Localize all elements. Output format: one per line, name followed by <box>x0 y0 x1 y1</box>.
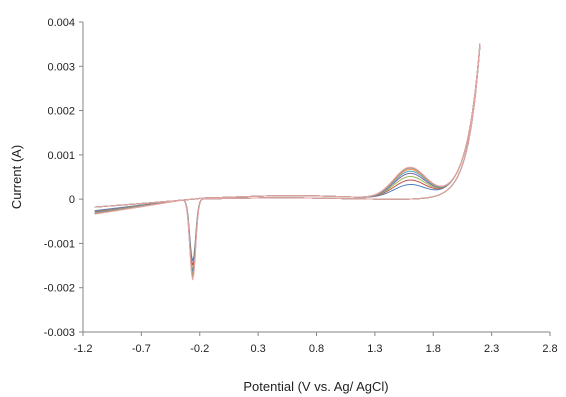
y-axis-title: Current (A) <box>9 145 24 209</box>
voltammogram-series-4 <box>94 43 481 273</box>
voltammogram-series-6 <box>94 43 481 277</box>
voltammogram-series-7 <box>94 43 481 279</box>
x-tick-label: -0.7 <box>132 343 151 355</box>
x-axis-title: Potential (V vs. Ag/ AgCl) <box>243 379 388 394</box>
y-tick-label: -0.003 <box>44 327 75 339</box>
x-tick-label: -1.2 <box>74 343 93 355</box>
x-tick-label: -0.2 <box>190 343 209 355</box>
x-tick-label: 0.8 <box>309 343 324 355</box>
y-tick-label: -0.002 <box>44 283 75 295</box>
voltammogram-series-1 <box>94 43 481 262</box>
y-tick-label: 0.001 <box>47 150 75 162</box>
y-tick-label: -0.001 <box>44 238 75 250</box>
y-tick-label: 0.004 <box>47 17 75 29</box>
y-tick-label: 0.003 <box>47 61 75 73</box>
x-tick-label: 1.3 <box>367 343 382 355</box>
y-tick-label: 0.002 <box>47 106 75 118</box>
y-axis-ticks: -0.003 -0.002 -0.001 0 0.001 0.002 0.003 0.004 <box>44 17 83 339</box>
x-tick-label: 1.8 <box>426 343 441 355</box>
voltammogram-series-8 <box>94 43 481 281</box>
x-tick-label: 2.8 <box>542 343 557 355</box>
voltammogram-series-2 <box>94 43 481 266</box>
x-tick-label: 2.3 <box>484 343 499 355</box>
series-group <box>94 43 481 281</box>
voltammogram-series-5 <box>94 43 481 275</box>
x-tick-label: 0.3 <box>250 343 265 355</box>
y-tick-label: 0 <box>69 194 75 206</box>
x-axis-ticks: -1.2 -0.7 -0.2 0.3 0.8 1.3 1.8 2.3 2.8 <box>74 332 558 355</box>
voltammogram-series-3 <box>94 43 481 271</box>
